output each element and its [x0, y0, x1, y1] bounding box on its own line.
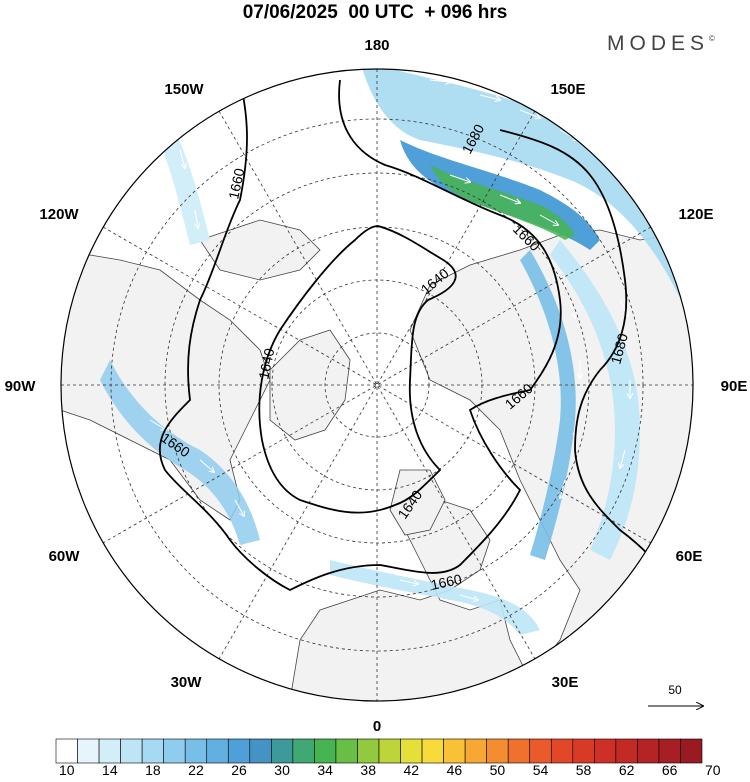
colorbar-bin — [658, 738, 681, 764]
colorbar-bin — [572, 738, 595, 764]
colorbar-bin — [120, 738, 143, 764]
jet-pacific-max — [430, 165, 575, 240]
colorbar-tick-label: 14 — [102, 762, 118, 778]
colorbar-bin — [357, 738, 380, 764]
colorbar-bin — [680, 738, 703, 764]
colorbar-bin — [443, 738, 466, 764]
lon-label-60w: 60W — [49, 548, 81, 565]
colorbar-bin — [529, 738, 552, 764]
colorbar-tick-label: 30 — [274, 762, 290, 778]
lon-label-180: 180 — [364, 37, 389, 54]
colorbar-bin — [421, 738, 444, 764]
height-contours — [159, 79, 693, 592]
colorbar-tick-label: 46 — [446, 762, 463, 778]
jet-pacific-west — [155, 120, 210, 245]
map-title: 07/06/2025 00 UTC + 096 hrs — [242, 2, 508, 23]
contour-label: 1660 — [429, 571, 463, 593]
reference-vector-label: 50 — [668, 683, 682, 697]
colorbar-bin — [615, 738, 638, 764]
jet-pacific — [360, 69, 693, 320]
colorbar-bin — [400, 738, 423, 764]
contour-label: 1640 — [255, 347, 277, 381]
colorbar-tick-label: 62 — [618, 762, 635, 778]
colorbar-tick-labels: 10 14 18 22 26 30 34 38 42 46 50 54 58 62 66 70 — [0, 762, 750, 782]
colorbar-tick-label: 38 — [360, 762, 377, 778]
modes-logo: MODES© — [607, 32, 715, 56]
colorbar-bin — [292, 738, 315, 764]
colorbar-bin — [378, 738, 401, 764]
lon-label-150e: 150E — [550, 81, 585, 98]
colorbar-bin — [227, 738, 251, 764]
jet-siberia-outer — [550, 240, 640, 560]
colorbar-bin — [163, 738, 186, 764]
colorbar-bin — [637, 738, 660, 764]
jet-atlantic — [100, 360, 260, 545]
lon-label-120w: 120W — [39, 206, 79, 223]
lon-label-30e: 30E — [552, 674, 579, 691]
colorbar-tick-label: 22 — [188, 762, 204, 778]
colorbar-bin — [335, 738, 358, 764]
map-border — [60, 68, 694, 702]
lon-label-90w: 90W — [5, 378, 37, 395]
jet-europe — [330, 560, 540, 635]
colorbar-tick-label: 70 — [704, 762, 721, 778]
lon-label-150w: 150W — [164, 81, 204, 98]
colorbar — [55, 738, 703, 764]
colorbar-tick-label: 58 — [575, 762, 592, 778]
longitude-labels: 180 150E 120E 90E 60E 30E 0 30W 60W 90W … — [5, 37, 748, 735]
lon-label-60e: 60E — [676, 548, 703, 565]
land-scandinavia — [389, 469, 446, 536]
jet-siberia — [520, 250, 576, 560]
colorbar-bin — [206, 738, 229, 764]
colorbar-tick-label: 42 — [403, 762, 420, 778]
logo-mark: © — [709, 34, 715, 43]
reference-vector: 50 — [648, 683, 703, 706]
colorbar-bin — [184, 738, 208, 764]
wind-vectors — [149, 80, 630, 600]
colorbar-bin — [77, 738, 100, 764]
colorbar-bin — [271, 738, 294, 764]
colorbar-tick-label: 54 — [532, 762, 549, 778]
colorbar-tick-label: 66 — [661, 762, 678, 778]
lon-label-0: 0 — [373, 718, 381, 735]
logo-text: MODES — [607, 32, 710, 55]
colorbar-tick-label: 26 — [231, 762, 247, 778]
lon-label-30w: 30W — [171, 674, 203, 691]
colorbar-tick-label: 18 — [145, 762, 161, 778]
colorbar-bin — [486, 738, 509, 764]
land-alaska — [199, 219, 321, 281]
contour-1640 — [258, 225, 457, 514]
contour-1680 — [499, 129, 666, 576]
contour-1660 — [159, 79, 562, 592]
colorbar-bin — [55, 738, 78, 764]
colorbar-bin — [141, 738, 164, 764]
colorbar-bin — [464, 738, 487, 764]
colorbar-tick-label: 34 — [317, 762, 333, 778]
colorbar-bin — [314, 738, 337, 764]
lon-label-90e: 90E — [721, 378, 748, 395]
colorbar-bin — [550, 738, 574, 764]
contour-label: 1660 — [225, 167, 247, 201]
colorbar-tick-label: 50 — [489, 762, 506, 778]
colorbar-tick-label: 10 — [58, 762, 75, 778]
colorbar-bin — [507, 738, 531, 764]
colorbar-bin — [98, 738, 121, 764]
lon-label-120e: 120E — [678, 206, 713, 223]
contour-label: 1680 — [607, 331, 631, 365]
colorbar-bin — [249, 738, 272, 764]
colorbar-bin — [594, 738, 617, 764]
